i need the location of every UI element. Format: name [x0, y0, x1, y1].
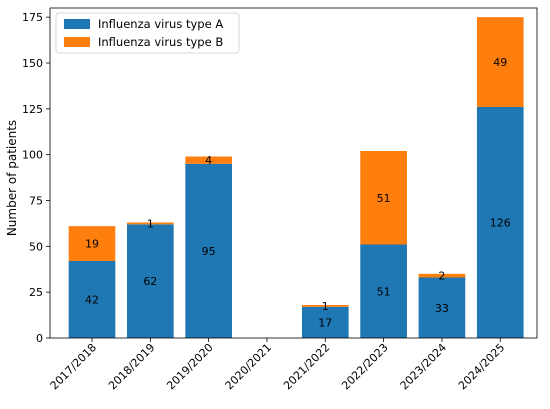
- plot-frame: [49, 7, 538, 339]
- x-tick-label: 2022/2023: [339, 341, 390, 392]
- data-label-type-b: 49: [493, 56, 507, 69]
- data-label-type-b: 1: [147, 217, 154, 230]
- data-label-type-a: 17: [318, 316, 332, 329]
- legend-swatch: [64, 37, 90, 47]
- bar-type-a: [68, 261, 116, 338]
- data-label-type-a: 95: [202, 245, 216, 258]
- bar-type-a: [418, 277, 466, 338]
- y-tick-label: 125: [22, 103, 43, 116]
- legend-swatch: [64, 19, 90, 29]
- data-label-type-b: 2: [438, 270, 445, 283]
- legend-label: Influenza virus type A: [98, 17, 223, 31]
- bar-type-b: [68, 226, 116, 261]
- data-label-type-b: 51: [377, 192, 391, 205]
- bars-layer: [68, 17, 524, 338]
- x-tick-label: 2020/2021: [223, 341, 274, 392]
- bar-type-b: [476, 17, 524, 108]
- bar-type-b: [185, 156, 232, 164]
- bar-type-b: [301, 305, 349, 307]
- data-label-type-a: 126: [490, 217, 511, 230]
- data-label-type-a: 62: [143, 275, 157, 288]
- y-axis-label: Number of patients: [5, 120, 19, 236]
- bar-labels-layer: 42 19 62 1 95 4 17 1 51 51 33 2 126 49: [85, 56, 511, 329]
- x-tick-label: 2017/2018: [48, 341, 99, 392]
- legend: Influenza virus type A Influenza virus ty…: [55, 12, 240, 54]
- bar-type-b: [126, 222, 174, 225]
- bar-type-a: [301, 306, 349, 338]
- y-ticks-layer: 0 25 50 75 100 125 150 175: [22, 11, 50, 345]
- y-tick-label: 175: [22, 11, 43, 24]
- legend-label: Influenza virus type B: [98, 35, 223, 49]
- x-tick-label: 2021/2022: [281, 341, 332, 392]
- y-axis-title-group: Number of patients: [5, 120, 19, 236]
- x-tick-label: 2018/2019: [106, 341, 157, 392]
- y-tick-label: 100: [22, 149, 43, 162]
- data-label-type-b: 4: [205, 154, 212, 167]
- bar-type-a: [185, 163, 232, 338]
- bar-type-a: [360, 244, 407, 338]
- y-tick-label: 0: [36, 332, 43, 345]
- x-tick-label: 2024/2025: [456, 341, 507, 392]
- x-ticks-layer: 2017/2018 2018/2019 2019/2020 2020/2021 2021…: [48, 338, 507, 392]
- data-label-type-a: 42: [85, 294, 99, 307]
- y-tick-label: 50: [29, 240, 43, 253]
- bar-type-a: [126, 224, 174, 338]
- axes-layer: [49, 7, 538, 339]
- data-label-type-a: 33: [435, 302, 449, 315]
- x-tick-label: 2023/2024: [398, 341, 449, 392]
- bar-type-a: [476, 107, 524, 338]
- y-tick-label: 75: [29, 195, 43, 208]
- data-label-type-a: 51: [377, 285, 391, 298]
- data-label-type-b: 1: [322, 300, 329, 313]
- bar-type-b: [418, 273, 466, 278]
- x-tick-label: 2019/2020: [164, 341, 215, 392]
- data-label-type-b: 19: [85, 238, 99, 251]
- y-tick-label: 150: [22, 57, 43, 70]
- bar-type-b: [360, 151, 407, 245]
- y-tick-label: 25: [29, 286, 43, 299]
- legend-box: [55, 12, 240, 54]
